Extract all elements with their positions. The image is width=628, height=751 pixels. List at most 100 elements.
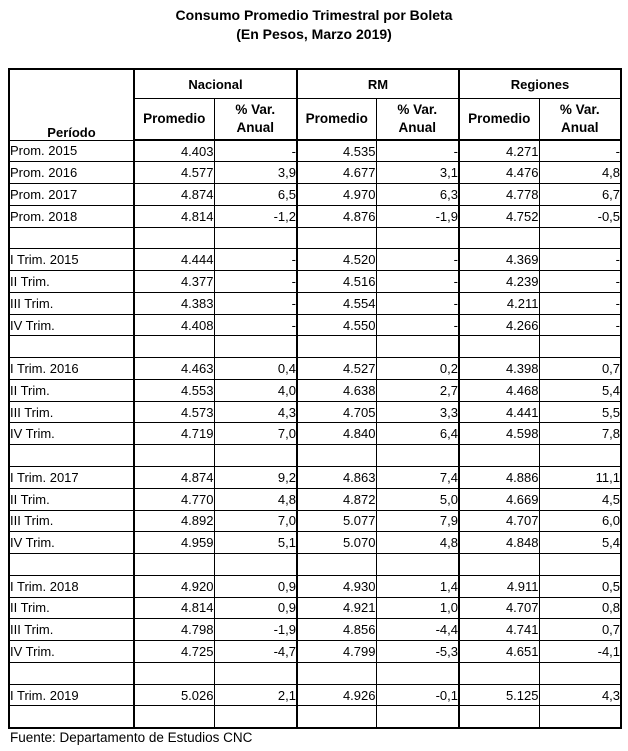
value-cell: 0,9 [213, 596, 298, 620]
table-row: IV Trim. 4.959 5,1 5.070 4,8 4.848 5,4 [8, 531, 622, 555]
period-cell: III Trim. [8, 618, 135, 642]
value-cell: 0,9 [213, 574, 298, 598]
period-cell: IV Trim. [8, 640, 135, 663]
value-cell: 4.798 [133, 618, 215, 642]
value-cell: - [538, 313, 622, 337]
value-cell: 4.211 [458, 291, 540, 315]
group-header-row: Período Nacional RM Regiones [8, 68, 622, 141]
value-cell [213, 226, 298, 250]
value-cell: -1,9 [213, 618, 298, 642]
value-cell: 5,0 [375, 487, 460, 511]
value-cell: 4.573 [133, 400, 215, 424]
period-cell: II Trim. [8, 596, 135, 620]
value-cell [296, 705, 377, 729]
value-cell: 4.840 [296, 422, 377, 446]
value-cell: 7,8 [538, 422, 622, 446]
value-cell: 3,3 [375, 400, 460, 424]
value-cell [538, 226, 622, 250]
period-cell: I Trim. 2016 [8, 357, 135, 380]
value-cell: 6,0 [538, 509, 622, 533]
period-cell: Prom. 2017 [8, 183, 135, 206]
table-row: IV Trim. 4.725 -4,7 4.799 -5,3 4.651 -4,1 [8, 640, 622, 663]
value-cell: 4,3 [538, 683, 622, 707]
period-cell: II Trim. [8, 270, 135, 293]
chart-title: Consumo Promedio Trimestral por Boleta [175, 7, 453, 23]
period-cell: II Trim. [8, 487, 135, 511]
period-cell: I Trim. 2019 [8, 683, 135, 707]
value-cell [538, 553, 622, 576]
table-row [8, 226, 622, 250]
table-row: IV Trim. 4.719 7,0 4.840 6,4 4.598 7,8 [8, 422, 622, 446]
table-row [8, 705, 622, 729]
value-cell: 5,4 [538, 531, 622, 555]
value-cell: 4.876 [296, 204, 377, 228]
group-header-rm: RM [296, 68, 460, 99]
table-row: I Trim. 2019 5.026 2,1 4.926 -0,1 5.125 4,3 [8, 683, 622, 707]
group-header-regiones: Regiones [458, 68, 622, 99]
table-body: Prom. 2015 4.403-4.535-4.271- Prom. 2016 4.… [8, 139, 622, 729]
value-cell [458, 553, 540, 576]
value-cell [375, 335, 460, 359]
value-cell: 4.799 [296, 640, 377, 663]
value-cell: 5,4 [538, 378, 622, 402]
period-cell: I Trim. 2017 [8, 465, 135, 489]
subheader-nacional-promedio: Promedio [133, 98, 215, 141]
value-cell: 9,2 [213, 465, 298, 489]
value-cell [375, 705, 460, 729]
value-cell [213, 661, 298, 685]
value-cell [296, 335, 377, 359]
table-row [8, 553, 622, 576]
value-cell: 5,1 [213, 531, 298, 555]
value-cell: 4.725 [133, 640, 215, 663]
consumption-data-table: Período Nacional RM Regiones Promedio % … [8, 68, 623, 729]
table-row [8, 661, 622, 685]
subheader-rm-var-anual: % Var. Anual [375, 98, 460, 141]
value-cell [296, 226, 377, 250]
subheader-label: % Var. [235, 102, 276, 117]
subheader-label: Anual [398, 120, 436, 135]
subheader-nacional-var-anual: % Var. Anual [213, 98, 298, 141]
period-cell: II Trim. [8, 378, 135, 402]
value-cell: 4,8 [375, 531, 460, 555]
value-cell: 4.863 [296, 465, 377, 489]
value-cell: 0,5 [538, 574, 622, 598]
value-cell [375, 444, 460, 467]
value-cell: 4.970 [296, 183, 377, 206]
period-cell: III Trim. [8, 400, 135, 424]
value-cell: -0,5 [538, 204, 622, 228]
value-cell: 7,0 [213, 422, 298, 446]
value-cell [296, 444, 377, 467]
value-cell: 4.638 [296, 378, 377, 402]
value-cell: - [538, 270, 622, 293]
value-cell [213, 335, 298, 359]
value-cell [133, 226, 215, 250]
subheader-rm-promedio: Promedio [296, 98, 377, 141]
table-row [8, 444, 622, 467]
period-cell [8, 444, 135, 467]
value-cell: - [375, 270, 460, 293]
table-row: II Trim. 4.377-4.516-4.239- [8, 270, 622, 293]
value-cell [213, 553, 298, 576]
title-block: Consumo Promedio Trimestral por Boleta (… [0, 6, 628, 44]
value-cell: 4.814 [133, 596, 215, 620]
value-cell: - [213, 139, 298, 163]
period-cell [8, 226, 135, 250]
value-cell: 7,4 [375, 465, 460, 489]
value-cell: 4.577 [133, 161, 215, 185]
table-row: Prom. 2016 4.577 3,9 4.677 3,1 4.476 4,8 [8, 161, 622, 185]
value-cell: 2,1 [213, 683, 298, 707]
value-cell [133, 553, 215, 576]
value-cell: 4,5 [538, 487, 622, 511]
value-cell: 3,9 [213, 161, 298, 185]
value-cell [458, 661, 540, 685]
value-cell: 6,4 [375, 422, 460, 446]
period-cell [8, 335, 135, 359]
period-cell: Prom. 2016 [8, 161, 135, 185]
period-cell [8, 553, 135, 576]
value-cell: - [213, 313, 298, 337]
value-cell: 4.651 [458, 640, 540, 663]
group-header-nacional: Nacional [133, 68, 298, 99]
value-cell: 5.125 [458, 683, 540, 707]
value-cell: 5.077 [296, 509, 377, 533]
